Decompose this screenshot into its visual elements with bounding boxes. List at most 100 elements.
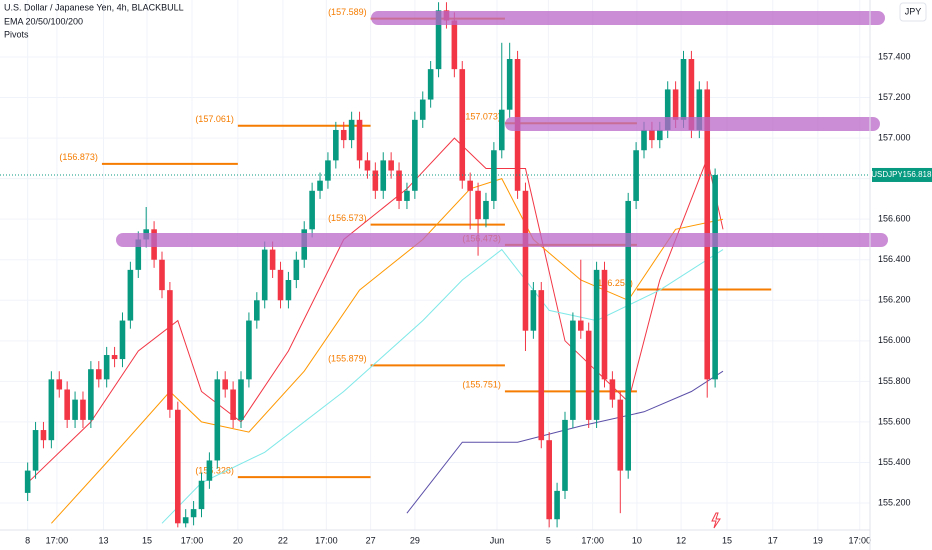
candle-body xyxy=(72,399,78,420)
candle-body xyxy=(404,190,410,201)
candle-body xyxy=(475,190,481,220)
pivot-label: (157.061) xyxy=(195,114,234,124)
candle-body xyxy=(506,59,513,110)
candle-body xyxy=(246,320,252,380)
y-tick-label: 157.200 xyxy=(878,92,911,102)
candle-body xyxy=(451,20,458,70)
candle-body xyxy=(609,379,616,400)
candle-body xyxy=(593,269,600,420)
x-tick-label: 29 xyxy=(410,535,420,545)
pivot-label: (157.589) xyxy=(328,7,367,17)
x-tick-label: Jun xyxy=(490,535,505,545)
candle-body xyxy=(498,109,505,151)
pivot-label: (155.751) xyxy=(462,380,501,390)
candle-body xyxy=(538,290,545,441)
indicator-label: EMA 20/50/100/200 xyxy=(4,16,83,26)
y-tick-label: 156.600 xyxy=(878,214,911,224)
pivot-label: (157.073) xyxy=(462,112,501,122)
candle-body xyxy=(356,119,363,161)
candle-body xyxy=(167,290,173,410)
pivot-label: (156.873) xyxy=(59,152,98,162)
candle-body xyxy=(491,150,497,201)
candle-body xyxy=(111,355,118,360)
candle-body xyxy=(427,69,434,100)
x-tick-label: 17:00 xyxy=(46,535,69,545)
symbol-tag xyxy=(872,167,902,182)
highlight-band[interactable] xyxy=(505,117,880,131)
candle-body xyxy=(214,379,221,461)
candle-body xyxy=(40,430,47,441)
candle-body xyxy=(657,129,663,141)
candle-body xyxy=(459,69,466,181)
candle-body xyxy=(388,160,394,171)
candle-body xyxy=(712,174,718,380)
x-tick-label: 17:00 xyxy=(581,535,604,545)
candle-body xyxy=(625,200,632,471)
candle-body xyxy=(380,160,387,191)
candle-body xyxy=(577,320,584,331)
grid xyxy=(0,0,870,530)
candle-body xyxy=(317,180,323,191)
highlight-band[interactable] xyxy=(371,11,885,25)
candle-body xyxy=(24,470,31,493)
candle-body xyxy=(135,239,142,270)
candle-body xyxy=(159,259,165,291)
candle-body xyxy=(48,379,55,441)
pivot-label: (155.328) xyxy=(195,465,234,475)
candle-body xyxy=(435,10,442,70)
candle-body xyxy=(230,389,236,420)
candle-body xyxy=(483,200,489,220)
y-tick-label: 155.400 xyxy=(878,457,911,467)
candle-body xyxy=(309,190,315,230)
x-tick-label: 20 xyxy=(233,535,243,545)
candle-body xyxy=(348,119,355,141)
ema-line xyxy=(161,248,724,524)
event-icon[interactable] xyxy=(711,512,721,529)
candle-body xyxy=(467,180,473,191)
candle-body xyxy=(585,330,592,420)
x-tick-label: 13 xyxy=(99,535,109,545)
x-tick-label: 17:00 xyxy=(181,535,204,545)
candle-body xyxy=(562,419,568,491)
x-tick-label: 27 xyxy=(366,535,376,545)
candle-body xyxy=(419,99,426,120)
candle-body xyxy=(88,369,94,420)
y-tick-label: 155.600 xyxy=(878,416,911,426)
candle-body xyxy=(56,379,63,390)
price-label: 156.818 xyxy=(903,170,932,179)
candle-body xyxy=(672,89,679,120)
candle-body xyxy=(206,460,213,481)
x-tick-label: 15 xyxy=(722,535,732,545)
candle-body xyxy=(617,399,624,471)
candle-body xyxy=(254,300,260,321)
candle-body xyxy=(127,269,134,321)
y-tick-label: 156.200 xyxy=(878,295,911,305)
x-tick-label: 22 xyxy=(278,535,288,545)
x-tick-label: 17 xyxy=(768,535,778,545)
chart-title: U.S. Dollar / Japanese Yen, 4h, BLACKBUL… xyxy=(4,2,184,12)
y-tick-label: 155.800 xyxy=(878,376,911,386)
indicator-label: Pivots xyxy=(4,29,29,39)
x-tick-label: 17:00 xyxy=(315,535,338,545)
y-tick-label: 155.200 xyxy=(878,497,911,507)
candle-body xyxy=(119,320,126,360)
candle-body xyxy=(95,369,102,380)
candle-body xyxy=(174,409,181,524)
candle-body xyxy=(333,129,339,161)
overlay: 155.200 155.400 155.600 155.800 156.000 156.2… xyxy=(25,51,932,545)
x-tick-label: 12 xyxy=(676,535,686,545)
candle-body xyxy=(633,150,639,201)
candle-body xyxy=(696,89,703,130)
candle-body xyxy=(80,399,86,420)
candle-body xyxy=(325,160,331,181)
y-tick-label: 157.000 xyxy=(878,132,911,142)
pivot-label: (155.879) xyxy=(328,354,367,364)
highlight-band[interactable] xyxy=(116,233,888,247)
candle-body xyxy=(364,160,371,171)
currency-label: JPY xyxy=(905,6,922,16)
candle-body xyxy=(182,517,189,524)
candle-body xyxy=(293,259,300,281)
currency-button[interactable] xyxy=(899,2,927,22)
candle-body xyxy=(238,379,244,420)
